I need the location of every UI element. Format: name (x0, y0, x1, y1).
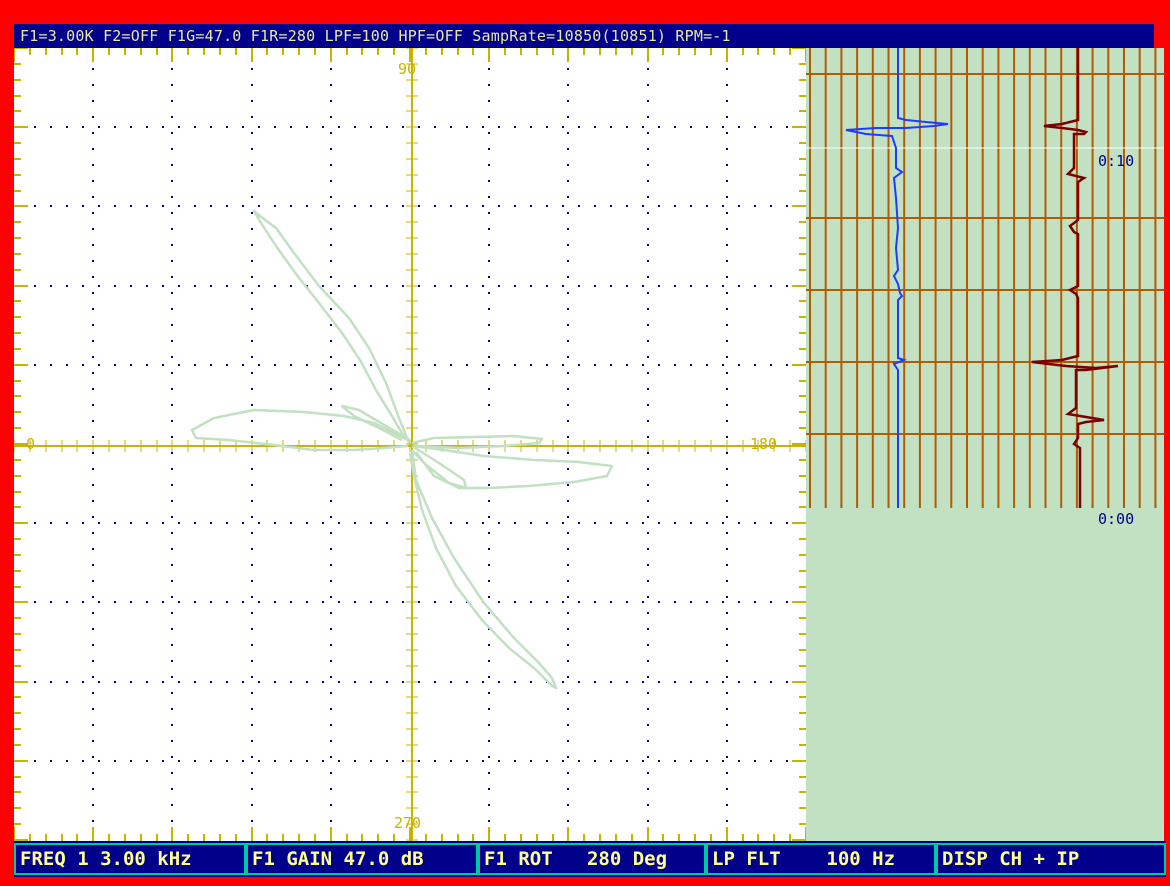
rotation-button-label: F1 ROT 280 Deg (484, 848, 668, 870)
status-bar: F1=3.00K F2=OFF F1G=47.0 F1R=280 LPF=100… (14, 24, 1154, 48)
angle-label-90: 90 (398, 60, 417, 78)
channel-1-trace (845, 48, 949, 508)
trace-lobe-inner (340, 404, 468, 490)
scale-ticks (14, 48, 806, 841)
trace-lobe-mid (411, 434, 544, 450)
signal-trace (190, 209, 614, 690)
trace-lobe-left (190, 408, 409, 452)
lowpass-filter-button-label: LP FLT 100 Hz (712, 848, 896, 870)
rotation-button[interactable]: F1 ROT 280 Deg (478, 843, 706, 875)
impedance-plane-svg (14, 48, 806, 841)
display-channel-button[interactable]: DISP CH + IP (936, 843, 1166, 875)
lowpass-filter-button[interactable]: LP FLT 100 Hz (706, 843, 936, 875)
dot-grid (18, 52, 804, 838)
impedance-plane-display[interactable]: 90 270 0 180 (14, 48, 806, 841)
strip-chart-svg (806, 48, 1164, 508)
angle-label-180: 180 (750, 435, 778, 453)
channel-2-trace (1031, 48, 1119, 508)
time-label-lower: 0:00 (1098, 510, 1135, 528)
strip-grid (806, 48, 1164, 508)
trace-lobe-right (413, 444, 614, 490)
angle-label-0: 0 (26, 435, 36, 453)
angle-label-270: 270 (394, 814, 422, 832)
freq-button-label: FREQ 1 3.00 kHz (20, 848, 192, 870)
gain-button[interactable]: F1 GAIN 47.0 dB (246, 843, 478, 875)
strip-chart-display[interactable]: 0:10 0:00 (806, 48, 1164, 841)
freq-button[interactable]: FREQ 1 3.00 kHz (14, 843, 246, 875)
gain-button-label: F1 GAIN 47.0 dB (252, 848, 424, 870)
display-channel-button-label: DISP CH + IP (942, 848, 1080, 870)
softkey-menu: FREQ 1 3.00 kHz F1 GAIN 47.0 dB F1 ROT 2… (14, 841, 1166, 877)
trace-lobe-upper (252, 209, 411, 444)
trace-lobe-lower (408, 449, 558, 690)
status-text: F1=3.00K F2=OFF F1G=47.0 F1R=280 LPF=100… (20, 27, 731, 45)
time-label-upper: 0:10 (1098, 152, 1135, 170)
